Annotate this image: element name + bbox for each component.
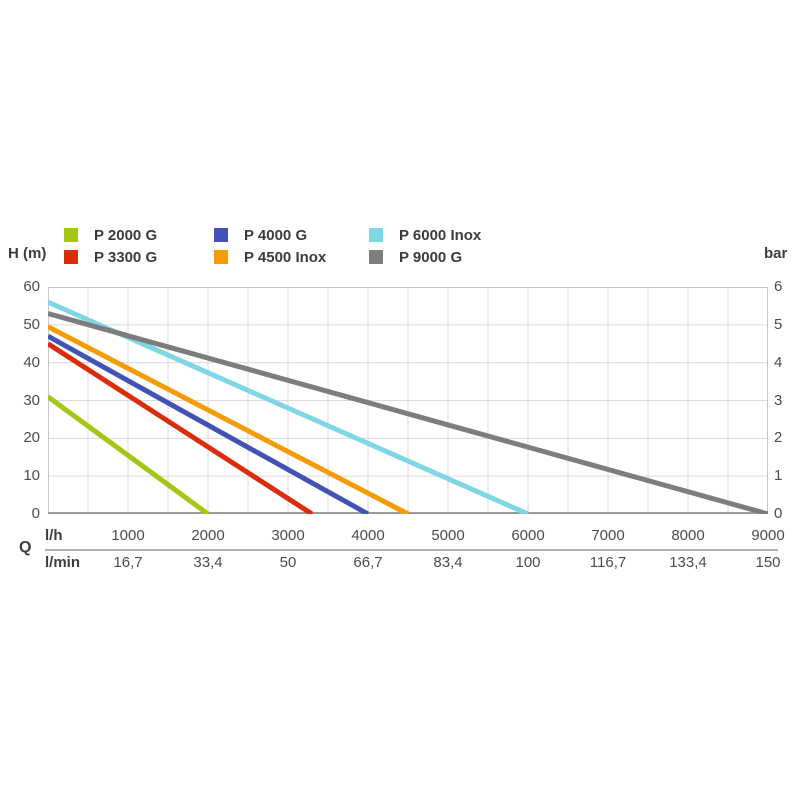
x-axis-divider bbox=[45, 549, 778, 551]
right-axis-tick: 1 bbox=[774, 467, 783, 485]
curve-p-4500-inox bbox=[48, 324, 410, 514]
x-axis-tick-lh: 2000 bbox=[191, 527, 225, 544]
x-axis-tick-lmin: 150 bbox=[755, 554, 781, 571]
legend-label: P 4500 Inox bbox=[244, 248, 327, 266]
legend-swatch-icon bbox=[214, 228, 228, 242]
left-axis-title: H (m) bbox=[8, 245, 47, 262]
legend: P 2000 G P 3300 G P 4000 G P 4500 Inox P 600… bbox=[64, 224, 481, 268]
right-axis-tick: 4 bbox=[774, 353, 783, 371]
x-axis-tick-lmin: 133,4 bbox=[669, 554, 707, 571]
legend-label: P 6000 Inox bbox=[399, 226, 482, 244]
legend-swatch-icon bbox=[214, 250, 228, 264]
x-axis-tick-lh: 4000 bbox=[351, 527, 385, 544]
legend-label: P 3300 G bbox=[94, 248, 158, 266]
right-axis-tick: 6 bbox=[774, 278, 783, 295]
x-axis-tick-lmin: 100 bbox=[515, 554, 541, 571]
legend-label: P 2000 G bbox=[94, 226, 158, 244]
legend-swatch-icon bbox=[64, 250, 78, 264]
left-axis-tick: 10 bbox=[23, 467, 40, 485]
x-axis-tick-lh: 6000 bbox=[511, 527, 545, 544]
curve-p-4000-g bbox=[48, 333, 370, 514]
legend-label: P 4000 G bbox=[244, 226, 308, 244]
legend-label: P 9000 G bbox=[399, 248, 463, 266]
legend-swatch-icon bbox=[64, 228, 78, 242]
right-axis-tick: 5 bbox=[774, 315, 783, 333]
left-axis-tick: 0 bbox=[31, 505, 40, 522]
legend-swatch-icon bbox=[369, 228, 383, 242]
x-axis-title-q: Q bbox=[19, 539, 32, 556]
curve-p-9000-g bbox=[48, 311, 768, 514]
x-axis-tick-lh: 9000 bbox=[751, 527, 785, 544]
x-axis-tick-lh: 8000 bbox=[671, 527, 705, 544]
legend-item: P 3300 G bbox=[64, 246, 214, 268]
x-axis-tick-lmin: 50 bbox=[279, 554, 297, 571]
curve-p-2000-g bbox=[48, 394, 210, 514]
legend-item: P 9000 G bbox=[369, 246, 481, 268]
right-axis-tick: 2 bbox=[774, 429, 783, 447]
left-axis-tick: 60 bbox=[23, 278, 40, 295]
x-axis-tick-lh: 3000 bbox=[271, 527, 305, 544]
x-axis-tick-lh: 7000 bbox=[591, 527, 625, 544]
left-axis-tick: 30 bbox=[23, 391, 40, 409]
x-axis-tick-lh: 5000 bbox=[431, 527, 465, 544]
left-axis-tick: 50 bbox=[23, 315, 40, 333]
x-axis-tick-lmin: 16,7 bbox=[113, 554, 143, 571]
plot-area bbox=[48, 287, 768, 514]
curve-p-3300-g bbox=[48, 341, 314, 514]
left-axis-tick: 20 bbox=[23, 429, 40, 447]
right-axis-tick: 3 bbox=[774, 391, 783, 409]
left-axis-tick: 40 bbox=[23, 353, 40, 371]
legend-swatch-icon bbox=[369, 250, 383, 264]
right-axis-tick: 0 bbox=[774, 505, 783, 522]
legend-item: P 4000 G bbox=[214, 224, 369, 246]
right-axis-title: bar bbox=[764, 245, 788, 262]
x-axis-tick-lmin: 33,4 bbox=[193, 554, 223, 571]
x-axis-tick-lh: 1000 bbox=[111, 527, 145, 544]
legend-item: P 2000 G bbox=[64, 224, 214, 246]
x-axis-unit-lmin: l/min bbox=[45, 554, 81, 571]
x-axis-unit-lh: l/h bbox=[45, 527, 63, 544]
x-axis-tick-lmin: 66,7 bbox=[353, 554, 383, 571]
x-axis-tick-lmin: 83,4 bbox=[433, 554, 463, 571]
legend-item: P 6000 Inox bbox=[369, 224, 481, 246]
x-axis-tick-lmin: 116,7 bbox=[589, 554, 627, 571]
legend-item: P 4500 Inox bbox=[214, 246, 369, 268]
